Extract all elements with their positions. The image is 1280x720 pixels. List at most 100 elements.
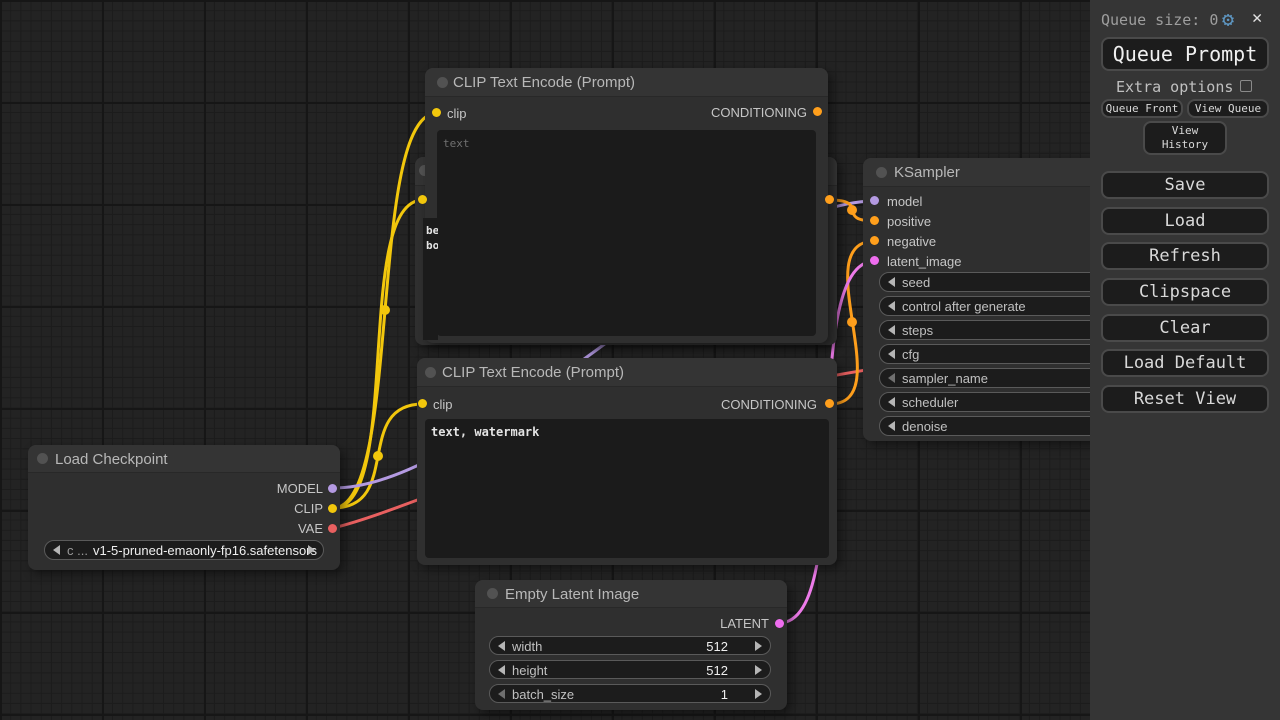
output-label: MODEL [276, 481, 323, 496]
widget-value: 512 [706, 663, 728, 678]
widget-label: cfg [902, 347, 920, 362]
load-button[interactable]: Load [1101, 207, 1269, 235]
decrement-arrow-icon[interactable] [888, 301, 895, 311]
increment-arrow-icon[interactable] [755, 665, 762, 675]
widget-seed[interactable]: seed 1566802087 [879, 272, 1163, 292]
refresh-button[interactable]: Refresh [1101, 242, 1269, 270]
node-status-dot [419, 165, 430, 176]
load-default-button[interactable]: Load Default [1101, 349, 1269, 377]
input-label: positive [887, 214, 932, 229]
widget-sampler-name[interactable]: sampler_name [879, 368, 1128, 388]
decrement-arrow-icon[interactable] [888, 325, 895, 335]
decrement-arrow-icon[interactable] [498, 689, 505, 699]
widget-batch-size[interactable]: batch_size 1 [489, 684, 771, 703]
node-title-bar[interactable]: Load Checkpoint [28, 445, 340, 473]
output-slot-conditioning[interactable] [825, 399, 834, 408]
input-label: model [887, 194, 923, 209]
widget-height[interactable]: height 512 [489, 660, 771, 679]
output-slot-model[interactable] [328, 484, 337, 493]
input-slot-clip-back-node[interactable] [418, 195, 427, 204]
extra-options-label: Extra options [1116, 78, 1234, 96]
clear-button[interactable]: Clear [1101, 314, 1269, 342]
node-status-dot [425, 367, 436, 378]
input-slot-latent-image[interactable] [870, 256, 879, 265]
wire-clip-to-back-prompt [332, 198, 424, 510]
prompt-textarea[interactable]: text [437, 130, 816, 336]
widget-label: control after generate [902, 299, 1026, 314]
node-status-dot [487, 588, 498, 599]
reset-view-button[interactable]: Reset View [1101, 385, 1269, 413]
save-button[interactable]: Save [1101, 171, 1269, 199]
output-slot-clip[interactable] [328, 504, 337, 513]
output-slot-latent[interactable] [775, 619, 784, 628]
clipspace-button[interactable]: Clipspace [1101, 278, 1269, 306]
widget-label: steps [902, 323, 934, 338]
prompt-textarea[interactable]: text, watermark [425, 419, 829, 558]
widget-label: denoise [902, 419, 948, 434]
node-clip-text-encode-bottom[interactable]: CLIP Text Encode (Prompt) clip CONDITION… [417, 358, 837, 565]
widget-steps[interactable]: steps [879, 320, 1128, 340]
input-slot-clip[interactable] [432, 108, 441, 117]
output-slot-conditioning-back-node[interactable] [825, 195, 834, 204]
input-slot-model[interactable] [870, 196, 879, 205]
comfy-menu-panel: Queue size: 0 ⚙ ✕ Queue Prompt Extra opt… [1090, 0, 1280, 720]
output-label: CONDITIONING [710, 105, 807, 120]
widget-cfg[interactable]: cfg [879, 344, 1128, 364]
prompt-textarea-back-node[interactable]: be bo [423, 218, 438, 340]
widget-width[interactable]: width 512 [489, 636, 771, 655]
increment-arrow-icon[interactable] [755, 641, 762, 651]
queue-front-button[interactable]: Queue Front [1101, 99, 1183, 118]
input-slot-negative[interactable] [870, 236, 879, 245]
node-empty-latent-image[interactable]: Empty Latent Image LATENT width 512 heig… [475, 580, 787, 710]
view-queue-button[interactable]: View Queue [1187, 99, 1269, 118]
decrement-arrow-icon[interactable] [888, 349, 895, 359]
wire-midpoint-dot [380, 305, 390, 315]
increment-arrow-icon[interactable] [755, 689, 762, 699]
widget-label: sampler_name [902, 371, 988, 386]
node-title-bar[interactable]: Empty Latent Image [475, 580, 787, 608]
output-slot-conditioning[interactable] [813, 107, 822, 116]
node-load-checkpoint[interactable]: Load Checkpoint MODEL CLIP VAE c ... v1-… [28, 445, 340, 570]
decrement-arrow-icon[interactable] [888, 277, 895, 287]
output-label: VAE [297, 521, 323, 536]
increment-arrow-icon[interactable] [308, 545, 315, 555]
decrement-arrow-icon[interactable] [53, 545, 60, 555]
decrement-arrow-icon[interactable] [498, 665, 505, 675]
input-label: clip [447, 106, 467, 121]
output-label: LATENT [720, 616, 769, 631]
decrement-arrow-icon[interactable] [888, 421, 895, 431]
decrement-arrow-icon[interactable] [888, 397, 895, 407]
decrement-arrow-icon[interactable] [888, 373, 895, 383]
widget-denoise[interactable]: denoise [879, 416, 1128, 436]
node-status-dot [37, 453, 48, 464]
node-status-dot [876, 167, 887, 178]
queue-prompt-button[interactable]: Queue Prompt [1101, 37, 1269, 71]
queue-size-label: Queue size: 0 [1101, 11, 1219, 29]
node-clip-text-encode-top[interactable]: CLIP Text Encode (Prompt) clip CONDITION… [425, 68, 828, 343]
node-title-bar[interactable]: CLIP Text Encode (Prompt) [417, 358, 837, 387]
extra-options-checkbox[interactable] [1240, 80, 1252, 92]
close-icon[interactable]: ✕ [1252, 8, 1263, 28]
textarea-placeholder: text [443, 137, 470, 150]
decrement-arrow-icon[interactable] [498, 641, 505, 651]
view-history-button[interactable]: View History [1143, 121, 1227, 155]
output-label: CONDITIONING [720, 397, 817, 412]
input-slot-clip[interactable] [418, 399, 427, 408]
input-label: latent_image [887, 254, 962, 269]
node-title: Empty Latent Image [505, 586, 640, 603]
wire-midpoint-dot [847, 317, 857, 327]
node-title-bar[interactable]: CLIP Text Encode (Prompt) [425, 68, 828, 97]
widget-value: 512 [706, 639, 728, 654]
widget-label: batch_size [512, 687, 575, 702]
widget-label: width [512, 639, 543, 654]
textarea-text: text, watermark [431, 425, 540, 439]
node-title: CLIP Text Encode (Prompt) [442, 364, 625, 381]
input-label: negative [887, 234, 937, 249]
widget-value: 1 [720, 687, 728, 702]
widget-label: scheduler [902, 395, 959, 410]
input-slot-positive[interactable] [870, 216, 879, 225]
widget-ckpt-name[interactable]: c ... v1-5-pruned-emaonly-fp16.safetenso… [44, 540, 324, 560]
output-slot-vae[interactable] [328, 524, 337, 533]
gear-icon[interactable]: ⚙ [1222, 7, 1235, 31]
